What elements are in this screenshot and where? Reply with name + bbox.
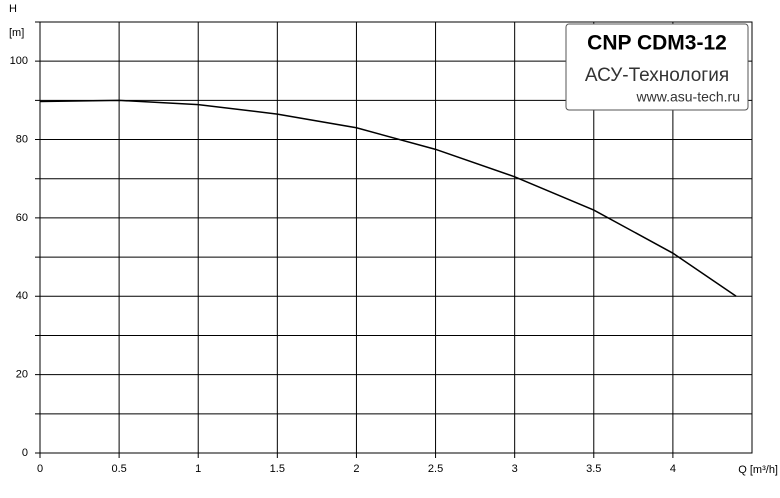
x-tick-label: 0: [37, 463, 43, 475]
y-tick-label: 20: [16, 369, 28, 381]
curve: [39, 99, 737, 297]
x-tick-label: 4: [670, 463, 676, 475]
brand-site: www.asu-tech.ru: [636, 89, 740, 105]
y-tick-label: 100: [10, 55, 28, 67]
x-tick-label: 2.5: [428, 463, 443, 475]
brand-company: АСУ-Технология: [585, 65, 729, 86]
x-tick-label: 1: [195, 463, 201, 475]
y-axis-unit: [m]: [9, 27, 24, 39]
y-tick-label: 40: [16, 290, 28, 302]
y-tick-label: 0: [22, 447, 28, 459]
x-tick-label: 3: [512, 463, 518, 475]
brand-box: [565, 23, 749, 111]
y-tick-label: 60: [16, 212, 28, 224]
y-tick-label: 80: [16, 133, 28, 145]
x-tick-label: 3.5: [586, 463, 601, 475]
y-axis-label: H: [9, 3, 17, 15]
x-axis-label: Q [m³/h]: [738, 464, 778, 476]
plot-frame: [39, 21, 753, 454]
x-tick-label: 0.5: [111, 463, 126, 475]
brand-model: CNP CDM3-12: [587, 32, 727, 55]
x-tick-label: 2: [353, 463, 359, 475]
x-tick-label: 1.5: [270, 463, 285, 475]
